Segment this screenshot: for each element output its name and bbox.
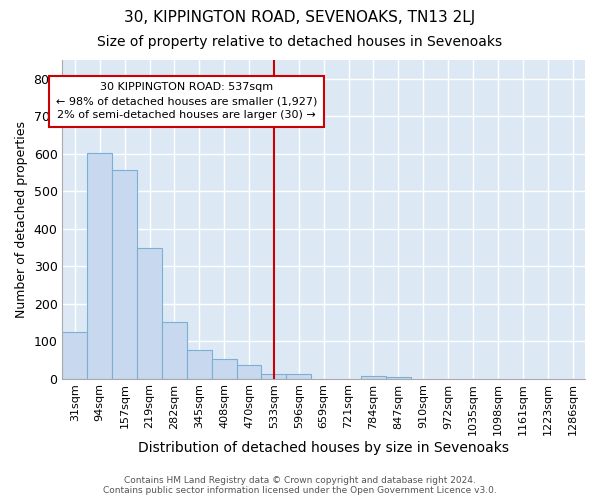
Bar bbox=[137, 248, 162, 378]
Text: Contains HM Land Registry data © Crown copyright and database right 2024.
Contai: Contains HM Land Registry data © Crown c… bbox=[103, 476, 497, 495]
Bar bbox=[187, 350, 212, 378]
Bar bbox=[112, 170, 137, 378]
Bar bbox=[212, 359, 236, 378]
X-axis label: Distribution of detached houses by size in Sevenoaks: Distribution of detached houses by size … bbox=[138, 441, 509, 455]
Bar bbox=[162, 322, 187, 378]
Y-axis label: Number of detached properties: Number of detached properties bbox=[15, 121, 28, 318]
Bar bbox=[361, 376, 386, 378]
Text: 30 KIPPINGTON ROAD: 537sqm
← 98% of detached houses are smaller (1,927)
2% of se: 30 KIPPINGTON ROAD: 537sqm ← 98% of deta… bbox=[56, 82, 317, 120]
Bar bbox=[262, 374, 286, 378]
Bar bbox=[88, 152, 112, 378]
Bar bbox=[62, 332, 88, 378]
Bar bbox=[286, 374, 311, 378]
Text: 30, KIPPINGTON ROAD, SEVENOAKS, TN13 2LJ: 30, KIPPINGTON ROAD, SEVENOAKS, TN13 2LJ bbox=[124, 10, 476, 25]
Text: Size of property relative to detached houses in Sevenoaks: Size of property relative to detached ho… bbox=[97, 35, 503, 49]
Bar bbox=[236, 366, 262, 378]
